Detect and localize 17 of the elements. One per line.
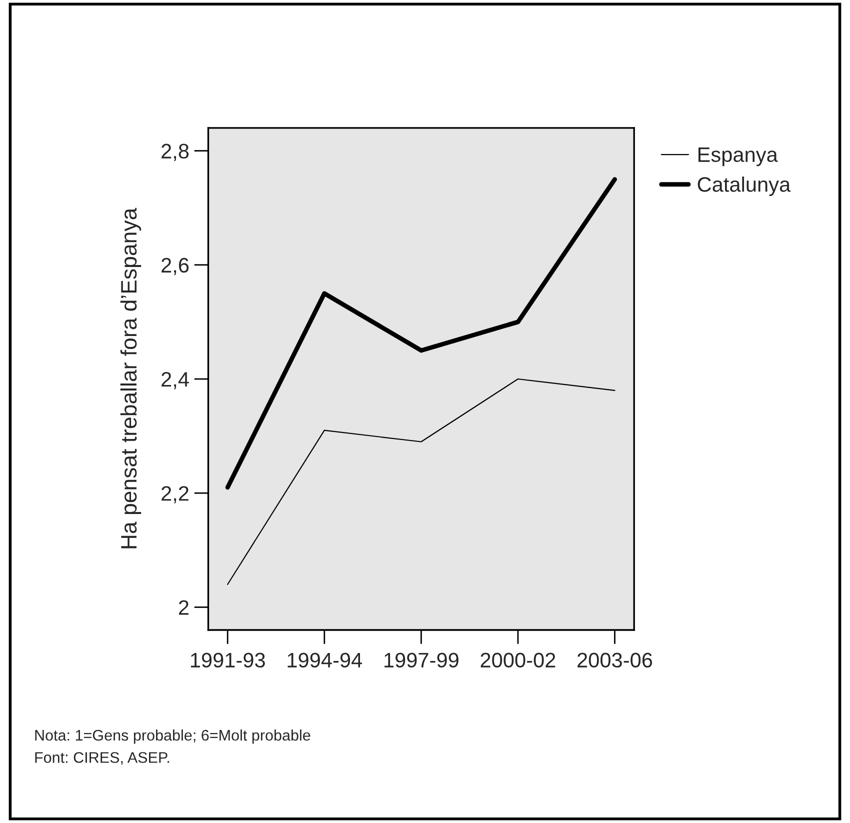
x-tick-label: 2003-06: [578, 652, 652, 668]
text: Font: CIRES, ASEP.: [35, 752, 170, 765]
y-tick-label: 2,4: [162, 372, 189, 390]
line-series: [227, 378, 616, 585]
x-tick-label: 2000-02: [480, 652, 556, 668]
text: Nota: 1=Gens probable; 6=Molt probable: [35, 729, 310, 744]
x-tick-label: 1994-94: [288, 652, 362, 668]
y-tick-label: 2,8: [162, 144, 189, 162]
legend-label: Espanya: [698, 147, 778, 166]
y-tick-label: 2,2: [162, 486, 188, 504]
x-tick-label: 1997-99: [384, 652, 458, 668]
y-axis-title: Ha pensat treballar fora d’Espanya: [120, 208, 142, 548]
legend-label: Catalunya: [698, 176, 791, 196]
y-tick-label: 2,6: [162, 258, 189, 276]
line-series: [225, 177, 617, 490]
y-tick-label: 2: [178, 600, 188, 615]
x-tick-label: 1991-93: [190, 652, 265, 668]
